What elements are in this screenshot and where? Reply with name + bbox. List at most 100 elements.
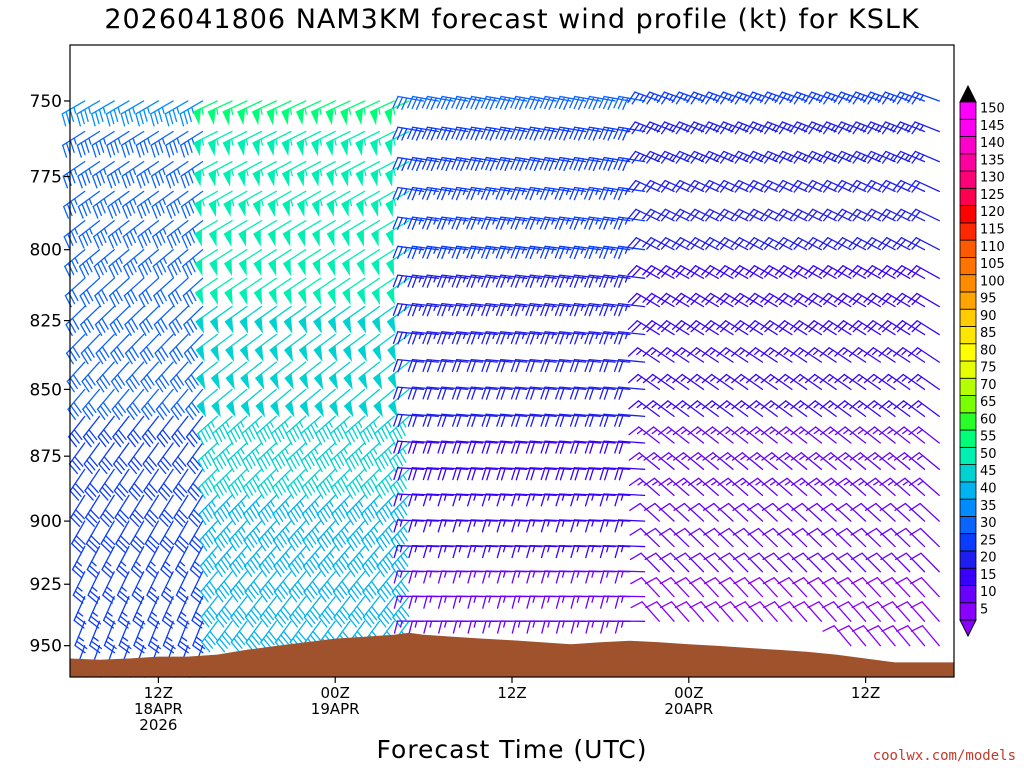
wind-barb: [151, 220, 174, 249]
wind-barb: [421, 156, 454, 171]
wind-barb: [672, 400, 705, 417]
wind-barb: [422, 358, 454, 373]
wind-barb: [244, 571, 263, 603]
wind-barb: [879, 502, 911, 522]
wind-barb: [877, 265, 911, 279]
wind-barb: [369, 100, 395, 126]
wind-barb: [598, 216, 631, 230]
wind-barb: [627, 179, 660, 193]
wind-barb: [774, 265, 808, 279]
colorbar-segment: [959, 187, 977, 206]
wind-barb: [496, 440, 528, 454]
wind-barb: [510, 156, 543, 171]
wind-barb: [701, 265, 734, 279]
wind-barb: [215, 596, 233, 628]
colorbar-segment: [959, 256, 977, 276]
wind-barb: [451, 245, 484, 260]
wind-barb: [851, 601, 881, 622]
wind-barb: [804, 179, 837, 193]
wind-barb: [774, 150, 808, 164]
wind-barb: [222, 100, 248, 126]
wind-barb: [776, 502, 808, 522]
wind-barb: [340, 130, 366, 157]
wind-barb: [270, 388, 292, 418]
wind-barb: [281, 130, 307, 157]
wind-barb: [407, 186, 439, 201]
wind-barb: [130, 520, 145, 553]
wind-barb: [745, 265, 778, 279]
wind-barb: [790, 373, 823, 391]
wind-barb: [893, 347, 926, 363]
wind-barb: [599, 302, 631, 317]
wind-barb: [139, 333, 160, 365]
wind-barb: [360, 468, 381, 499]
wind-barb: [834, 373, 867, 391]
wind-barb: [300, 442, 322, 473]
wind-barb: [894, 502, 926, 522]
wind-barb: [584, 413, 616, 428]
wind-barb: [480, 126, 513, 141]
wind-barb: [115, 520, 130, 553]
wind-barb: [208, 160, 233, 187]
wind-barb: [525, 413, 557, 428]
wind-barb: [209, 249, 233, 277]
wind-barb: [614, 467, 646, 481]
wind-barb: [730, 179, 764, 193]
wind-barb: [252, 190, 277, 217]
wind-barb: [286, 442, 307, 473]
wind-barb: [673, 527, 705, 548]
wind-barb: [569, 216, 602, 230]
wind-barb: [540, 440, 572, 454]
wind-barb: [155, 388, 174, 420]
wind-barb: [819, 426, 852, 444]
wind-barb: [774, 292, 808, 308]
wind-barb: [361, 520, 381, 552]
wind-barb: [613, 95, 646, 110]
wind-barb: [325, 130, 351, 157]
wind-barb: [510, 358, 543, 373]
wind-barb: [311, 160, 336, 187]
x-tick-label: 00Z: [674, 684, 703, 702]
wind-barb: [673, 477, 705, 496]
wind-barb: [259, 596, 277, 628]
wind-barb: [243, 545, 263, 577]
wind-barb: [268, 249, 292, 277]
wind-barb: [790, 400, 823, 417]
wind-barb: [436, 156, 469, 171]
colorbar-label: 70: [980, 378, 997, 393]
wind-barb: [628, 400, 660, 417]
wind-barb: [833, 265, 867, 279]
wind-barb: [718, 601, 749, 622]
wind-barb: [496, 467, 528, 481]
wind-barb: [124, 333, 145, 365]
wind-barb: [659, 601, 690, 622]
wind-barb: [789, 237, 823, 251]
wind-barb: [907, 179, 940, 193]
wind-barb: [315, 415, 336, 446]
wind-barb: [92, 190, 115, 219]
wind-barb: [180, 160, 204, 189]
wind-barb: [642, 237, 675, 251]
wind-barb: [643, 426, 675, 444]
wind-barb: [186, 442, 204, 475]
wind-barb: [451, 216, 484, 230]
wind-barb: [614, 413, 646, 428]
wind-barb: [878, 347, 911, 363]
wind-barb: [325, 100, 351, 126]
wind-barb: [716, 347, 749, 363]
wind-barb: [296, 100, 322, 126]
wind-barb: [355, 160, 381, 187]
wind-barb: [422, 331, 454, 345]
wind-barb: [392, 274, 425, 288]
wind-barb: [893, 426, 926, 444]
wind-barb: [805, 477, 837, 496]
wind-barb: [326, 190, 351, 217]
wind-barb: [76, 130, 101, 158]
wind-barb: [614, 545, 646, 559]
wind-barb: [629, 502, 660, 522]
wind-barb: [659, 552, 690, 573]
wind-barb: [116, 571, 130, 604]
wind-barb: [343, 388, 366, 418]
wind-barb: [745, 373, 778, 391]
wind-barb: [718, 576, 749, 598]
